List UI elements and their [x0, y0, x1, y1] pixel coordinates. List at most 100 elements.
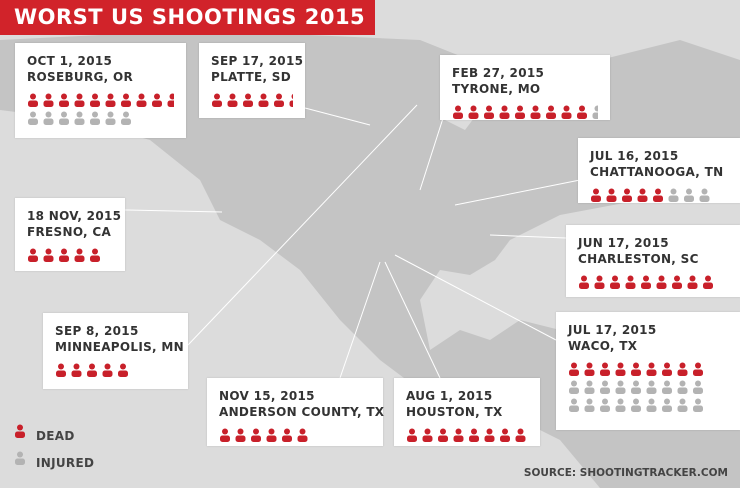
- person-icon: [105, 111, 116, 125]
- icon-head: [253, 428, 259, 435]
- icon-head: [92, 111, 98, 118]
- icon-body: [515, 112, 525, 119]
- icon-head: [58, 363, 64, 370]
- person-icon: [227, 93, 238, 107]
- icon-head: [617, 362, 624, 369]
- icon-body: [662, 369, 672, 376]
- icon-body: [43, 100, 54, 107]
- icon-head: [633, 398, 639, 405]
- dead-count: [579, 275, 713, 289]
- icon-body: [243, 100, 253, 107]
- icon-head: [648, 380, 655, 387]
- connector: [419, 111, 446, 191]
- icon-head: [695, 362, 701, 369]
- person-icon: [646, 362, 657, 376]
- icon-body: [90, 100, 100, 107]
- icon-head: [123, 93, 129, 100]
- person-icon: [677, 398, 688, 412]
- icon-body: [584, 405, 595, 412]
- person-icon: [90, 111, 100, 125]
- person-icon: [672, 275, 682, 289]
- icon-body: [468, 112, 479, 119]
- incident-card: 18 NOV, 2015 FRESNO, CA: [15, 198, 125, 271]
- icon-body: [693, 405, 703, 412]
- icon-head: [581, 275, 587, 282]
- icon-body: [59, 255, 69, 262]
- person-icon: [600, 362, 610, 376]
- icon-head: [45, 93, 52, 100]
- icon-body: [637, 195, 648, 202]
- casualty-icons: [407, 428, 526, 442]
- incident-place: MINNEAPOLIS, MN: [55, 340, 184, 354]
- icon-head: [268, 428, 275, 435]
- icon-head: [571, 398, 577, 405]
- icon-head: [648, 398, 655, 405]
- person-icon: [90, 248, 100, 262]
- connector: [489, 234, 567, 239]
- dead-count: [569, 362, 703, 376]
- icon-body: [600, 405, 610, 412]
- icon-body: [594, 282, 605, 289]
- icon-head: [679, 362, 686, 369]
- person-icon: [251, 428, 261, 442]
- icon-head: [594, 105, 598, 112]
- icon-head: [664, 398, 670, 405]
- icon-body: [584, 387, 595, 394]
- incident-card: OCT 1, 2015 ROSEBURG, OR: [15, 43, 186, 138]
- icon-body: [484, 435, 495, 442]
- dead-count: [591, 188, 663, 202]
- icon-head: [633, 362, 639, 369]
- person-icon: [71, 363, 82, 377]
- person-icon: [212, 93, 222, 107]
- icon-body: [569, 387, 579, 394]
- incident-date: SEP 17, 2015: [211, 54, 304, 68]
- icon-body: [121, 100, 131, 107]
- icon-head: [571, 362, 577, 369]
- icon-body: [74, 118, 85, 125]
- person-icon: [121, 111, 131, 125]
- icon-body: [297, 435, 308, 442]
- person-icon: [584, 380, 595, 394]
- icon-body: [453, 112, 463, 119]
- icon-head: [602, 362, 608, 369]
- icon-body: [28, 118, 38, 125]
- person-icon: [662, 380, 672, 394]
- incident-date: AUG 1, 2015: [406, 389, 493, 403]
- icon-body: [152, 100, 162, 107]
- person-icon: [656, 275, 667, 289]
- person-icon: [59, 93, 69, 107]
- dead-count: [28, 248, 100, 262]
- person-icon: [610, 275, 620, 289]
- connectors: [124, 104, 581, 379]
- icon-body: [220, 435, 230, 442]
- icon-body: [136, 100, 147, 107]
- icon-head: [579, 105, 585, 112]
- icon-head: [670, 188, 677, 195]
- icon-body: [693, 387, 703, 394]
- dead-count: [28, 93, 174, 107]
- icon-head: [470, 105, 477, 112]
- incident-date: JUN 17, 2015: [578, 236, 669, 250]
- person-icon: [530, 105, 541, 119]
- person-icon: [90, 93, 100, 107]
- person-icon: [637, 188, 648, 202]
- person-icon: [297, 428, 308, 442]
- injured-count: [569, 380, 703, 412]
- icon-head: [596, 275, 603, 282]
- icon-body: [546, 112, 556, 119]
- injured-count: [592, 105, 598, 119]
- icon-body: [484, 112, 494, 119]
- legend-injured-icon: [15, 451, 25, 465]
- incident-place: CHARLESTON, SC: [578, 252, 699, 266]
- person-icon: [235, 428, 246, 442]
- icon-body: [646, 387, 657, 394]
- casualty-icons: [569, 362, 703, 412]
- icon-body: [530, 112, 541, 119]
- icon-head: [123, 111, 129, 118]
- icon-head: [222, 428, 228, 435]
- icon-head: [107, 111, 114, 118]
- icon-head: [486, 105, 492, 112]
- person-icon: [59, 248, 69, 262]
- icon-head: [705, 275, 711, 282]
